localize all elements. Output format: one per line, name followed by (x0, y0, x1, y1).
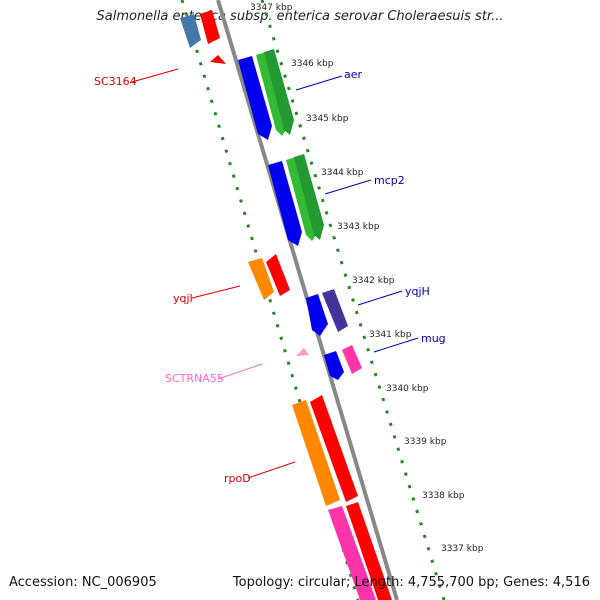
tick-label: 3340 kbp (386, 384, 429, 394)
gene-pink-bottom[interactable] (328, 506, 376, 600)
tick-label: 3347 kbp (250, 3, 293, 13)
map-title: Salmonella enterica subsp. enterica sero… (96, 9, 504, 24)
gene-label-yqjI[interactable]: yqjI (173, 292, 193, 305)
tick-label: 3341 kbp (369, 330, 412, 340)
gene-label-yqjH[interactable]: yqjH (405, 285, 430, 298)
tick-label: 3338 kbp (422, 491, 465, 501)
gene-mcp2-blue[interactable] (268, 161, 302, 246)
tick-label: 3339 kbp (404, 437, 447, 447)
leader-mug (373, 337, 419, 353)
gene-yqjH-blue[interactable] (306, 294, 328, 336)
leader-aer (295, 75, 343, 91)
gene-red-top[interactable] (200, 10, 220, 44)
gene-label-SC3164[interactable]: SC3164 (94, 75, 137, 88)
leader-SCTRNA55 (217, 363, 263, 380)
topology-text: Topology: circular; Length: 4,755,700 bp… (232, 575, 590, 590)
gene-aer-green-b[interactable] (264, 49, 294, 135)
gene-SCTRNA55[interactable] (296, 348, 309, 356)
gene-mug-pink[interactable] (342, 345, 362, 374)
tick-label: 3344 kbp (321, 168, 364, 178)
gene-steel-top[interactable] (180, 14, 201, 48)
leader-mcp2 (324, 179, 372, 195)
tick-label: 3343 kbp (337, 222, 380, 232)
leader-rpoD (247, 461, 296, 479)
gene-yqjH-purple[interactable] (322, 289, 348, 332)
gene-yqjI-orange[interactable] (248, 258, 274, 300)
gene-label-mug[interactable]: mug (421, 332, 446, 345)
leader-SC3164 (131, 68, 179, 83)
tick-label: 3346 kbp (291, 59, 334, 69)
gene-rpoD-red[interactable] (310, 395, 358, 502)
gene-yqjI-red[interactable] (266, 254, 290, 296)
gene-mug-blue[interactable] (324, 351, 344, 380)
gene-aer-blue[interactable] (238, 56, 272, 140)
gene-label-aer[interactable]: aer (344, 68, 363, 81)
gene-red-bottom[interactable] (346, 502, 392, 600)
gene-label-SCTRNA55[interactable]: SCTRNA55 (165, 372, 224, 385)
accession-text: Accession: NC_006905 (9, 575, 157, 590)
gene-aer-green-a[interactable] (256, 52, 288, 136)
leader-yqjH (357, 290, 403, 306)
tick-label: 3337 kbp (441, 544, 484, 554)
tick-label: 3342 kbp (352, 276, 395, 286)
gene-label-rpoD[interactable]: rpoD (224, 472, 251, 485)
gene-mcp2-green-a[interactable] (286, 157, 318, 241)
gene-mcp2-green-b[interactable] (294, 154, 324, 240)
leader-yqjI (191, 285, 241, 299)
outer-dotted-track (260, 0, 446, 600)
tick-label: 3345 kbp (306, 114, 349, 124)
gene-label-mcp2[interactable]: mcp2 (374, 174, 405, 187)
gene-SC3164[interactable] (210, 55, 226, 64)
gene-rpoD-orange[interactable] (292, 400, 340, 506)
